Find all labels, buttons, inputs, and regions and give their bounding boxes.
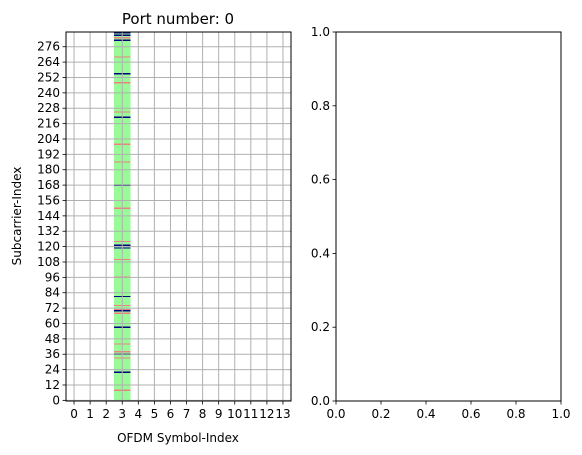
x-tick-label: 12 [259,407,274,421]
x-tick-label: 0.6 [461,407,480,421]
y-tick-label: 0.6 [311,173,330,187]
y-tick-label: 252 [37,70,60,84]
y-tick-label: 0 [52,393,60,407]
y-tick-label: 144 [37,209,60,223]
y-tick-label: 1.0 [311,25,330,39]
y-tick-label: 204 [37,132,60,146]
chart-title: Port number: 0 [122,10,234,28]
y-tick-label: 96 [45,270,60,284]
x-tick-label: 1.0 [551,407,570,421]
y-tick-label: 216 [37,117,60,131]
y-tick-label: 60 [45,316,60,330]
y-tick-label: 132 [37,224,60,238]
plot-frame [65,31,292,402]
x-tick-label: 6 [167,407,175,421]
y-tick-label: 0.2 [311,320,330,334]
x-tick-label: 5 [151,407,159,421]
x-tick-label: 10 [227,407,242,421]
y-tick-label: 12 [45,378,60,392]
x-tick-label: 1 [86,407,94,421]
x-tick-label: 2 [102,407,110,421]
x-tick-label: 0.8 [506,407,525,421]
y-tick-label: 0.8 [311,99,330,113]
x-tick-label: 13 [275,407,290,421]
y-tick-label: 120 [37,240,60,254]
resource-grid-axes: Port number: 0 0 1 2 3 4 5 6 7 8 9 10 11 12 13 012243… [10,10,292,445]
y-tick-label: 72 [45,301,60,315]
grid-lines [66,32,291,401]
x-tick-label: 8 [199,407,207,421]
x-axis-ticks-empty: 0.0 0.2 0.4 0.6 0.8 1.0 [326,401,571,421]
y-tick-label: 36 [45,347,60,361]
y-tick-label: 108 [37,255,60,269]
y-tick-label: 228 [37,101,60,115]
y-tick-label: 264 [37,55,60,69]
x-tick-label: 0.2 [371,407,390,421]
y-tick-label: 0.0 [311,394,330,408]
y-tick-label: 180 [37,163,60,177]
y-tick-label: 240 [37,86,60,100]
x-tick-label: 3 [118,407,126,421]
x-tick-label: 9 [215,407,223,421]
empty-axes: 0.0 0.2 0.4 0.6 0.8 1.0 0.0 0.2 0.4 0.6 0.8 1.0 [311,25,571,421]
x-tick-label: 0 [70,407,78,421]
x-axis-label: OFDM Symbol-Index [117,431,239,445]
x-axis-ticks: 0 1 2 3 4 5 6 7 8 9 10 11 12 13 [70,401,291,421]
y-tick-label: 156 [37,193,60,207]
x-tick-label: 4 [135,407,143,421]
x-tick-label: 7 [183,407,191,421]
y-axis-ticks-empty: 0.0 0.2 0.4 0.6 0.8 1.0 [311,25,336,408]
y-tick-label: 0.4 [311,246,330,260]
y-tick-label: 276 [37,40,60,54]
y-tick-label: 24 [45,363,60,377]
y-tick-label: 168 [37,178,60,192]
y-axis-label: Subcarrier-Index [10,167,24,266]
plot-frame-empty [335,31,562,402]
y-tick-label: 192 [37,147,60,161]
x-tick-label: 0.0 [326,407,345,421]
y-tick-label: 48 [45,332,60,346]
y-tick-label: 84 [45,286,60,300]
x-tick-label: 11 [243,407,258,421]
x-tick-label: 0.4 [416,407,435,421]
